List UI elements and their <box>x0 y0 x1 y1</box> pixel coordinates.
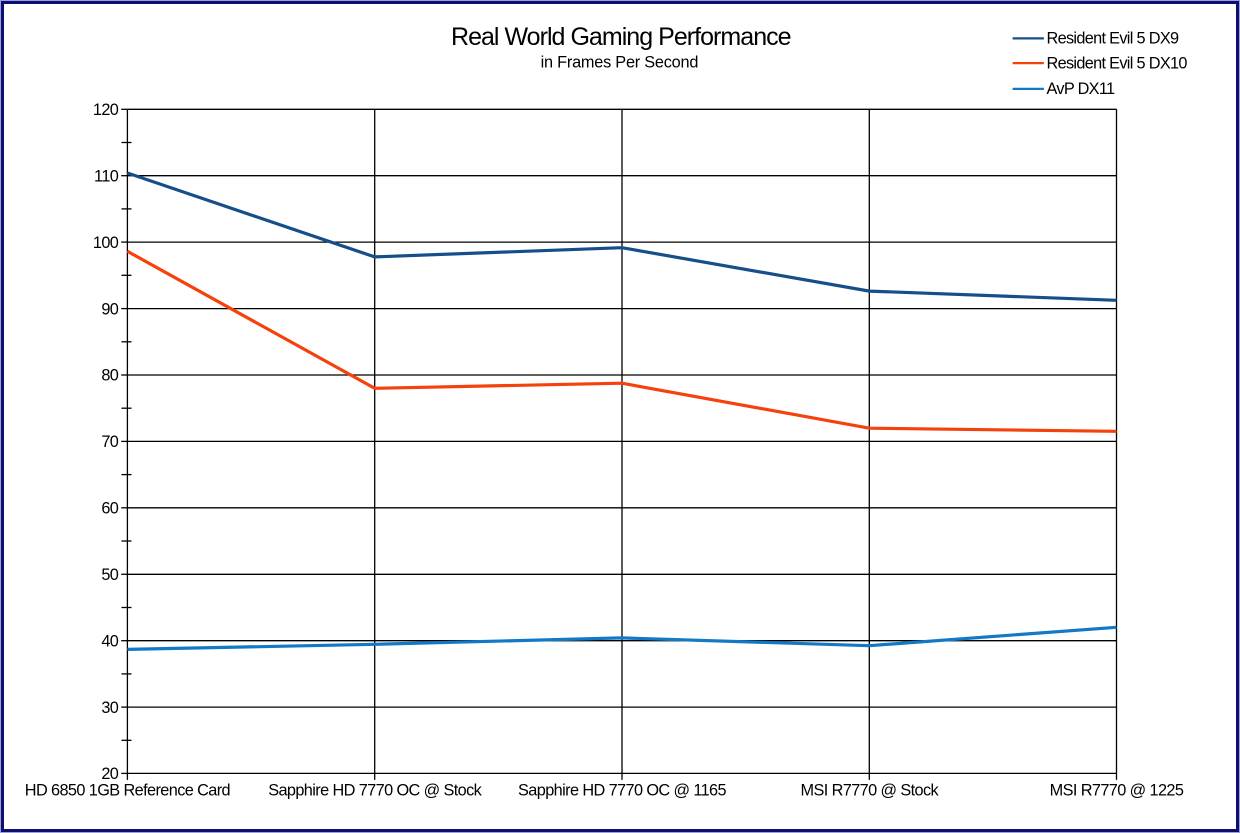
svg-text:70: 70 <box>101 433 118 451</box>
svg-text:Resident Evil 5 DX10: Resident Evil 5 DX10 <box>1047 54 1188 72</box>
svg-text:MSI R7770 @ Stock: MSI R7770 @ Stock <box>801 782 940 800</box>
svg-text:30: 30 <box>101 699 118 717</box>
svg-text:90: 90 <box>101 300 118 318</box>
svg-text:Sapphire HD 7770 OC @ 1165: Sapphire HD 7770 OC @ 1165 <box>518 782 726 800</box>
svg-text:Sapphire HD 7770 OC @ Stock: Sapphire HD 7770 OC @ Stock <box>268 782 482 800</box>
svg-text:100: 100 <box>93 234 119 252</box>
svg-text:80: 80 <box>101 367 118 385</box>
svg-text:in Frames Per Second: in Frames Per Second <box>541 53 699 71</box>
svg-text:20: 20 <box>101 765 118 783</box>
svg-text:Resident Evil 5 DX9: Resident Evil 5 DX9 <box>1047 30 1179 48</box>
svg-text:60: 60 <box>101 500 118 518</box>
svg-text:40: 40 <box>101 632 118 650</box>
svg-text:120: 120 <box>93 101 119 119</box>
svg-text:HD 6850 1GB Reference Card: HD 6850 1GB Reference Card <box>25 782 230 800</box>
svg-text:110: 110 <box>94 167 119 185</box>
svg-text:Real World Gaming Performance: Real World Gaming Performance <box>451 23 791 51</box>
svg-text:50: 50 <box>101 566 118 584</box>
svg-text:MSI R7770 @ 1225: MSI R7770 @ 1225 <box>1050 782 1184 800</box>
svg-text:AvP DX11: AvP DX11 <box>1047 80 1115 98</box>
